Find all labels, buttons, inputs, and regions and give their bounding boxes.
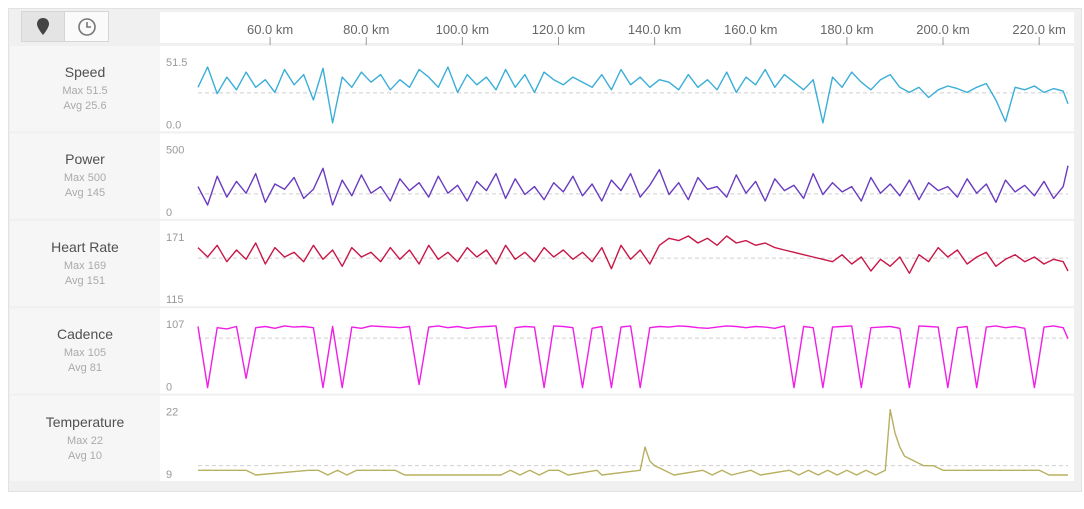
x-tick-label: 200.0 km — [916, 22, 969, 37]
clock-icon — [77, 17, 96, 36]
y-min-label: 9 — [166, 469, 172, 481]
y-min-label: 0 — [166, 382, 172, 394]
metric-avg: Avg 145 — [64, 187, 106, 200]
panel-label-bg — [10, 46, 160, 132]
metric-max: Max 22 — [66, 434, 104, 447]
panel-plot-bg — [160, 133, 1074, 219]
y-max-label: 500 — [166, 144, 184, 156]
metric-avg: Avg 151 — [64, 274, 106, 287]
y-max-label: 107 — [166, 319, 184, 331]
metric-max: Max 169 — [63, 259, 107, 272]
panel-label-cadence: Cadence Max 105 Avg 81 — [10, 326, 160, 374]
metric-name: Power — [65, 151, 105, 168]
panel-label-temperature: Temperature Max 22 Avg 10 — [10, 414, 160, 462]
x-axis-strip — [160, 12, 1074, 43]
metric-avg: Avg 81 — [67, 362, 103, 375]
panel-label-bg — [10, 220, 160, 307]
y-min-label: 0.0 — [166, 119, 181, 131]
y-min-label: 115 — [166, 294, 184, 306]
metric-name: Cadence — [56, 326, 114, 343]
panel-label-speed: Speed Max 51.5 Avg 25.6 — [10, 64, 160, 112]
metric-max: Max 51.5 — [62, 85, 108, 97]
x-tick-label: 160.0 km — [724, 22, 777, 37]
panel-label-power: Power Max 500 Avg 145 — [10, 151, 160, 199]
x-tick-label: 120.0 km — [532, 22, 585, 37]
map-pin-icon — [37, 17, 49, 35]
panel-plot-bg — [160, 220, 1074, 307]
panel-plot-bg — [160, 46, 1074, 132]
metric-max: Max 500 — [63, 172, 107, 185]
metric-name: Speed — [64, 64, 106, 80]
panel-label-bg — [10, 395, 160, 481]
series-line-cadence — [197, 325, 1069, 389]
y-max-label: 171 — [166, 232, 184, 244]
metric-avg: Avg 25.6 — [63, 100, 107, 112]
series-line-temperature — [198, 408, 1068, 476]
y-max-label: 22 — [166, 407, 178, 419]
x-tick-label: 100.0 km — [436, 22, 489, 37]
x-tick-label: 180.0 km — [820, 22, 873, 37]
metric-max: Max 105 — [63, 347, 107, 360]
x-tick-label: 140.0 km — [628, 22, 681, 37]
metric-name: Temperature — [45, 413, 125, 430]
panel-label-bg — [10, 308, 160, 394]
panel-label-bg — [10, 133, 160, 219]
x-tick-label: 220.0 km — [1012, 22, 1065, 37]
series-line-heart_rate — [197, 235, 1069, 274]
x-tick-label: 80.0 km — [343, 22, 389, 37]
series-line-speed — [197, 66, 1069, 124]
view-toggle — [21, 11, 111, 42]
x-tick-label: 60.0 km — [247, 22, 293, 37]
time-view-button[interactable] — [65, 11, 109, 42]
metric-avg: Avg 10 — [67, 449, 103, 462]
y-max-label: 51.5 — [166, 57, 187, 69]
panel-plot-bg — [160, 395, 1074, 481]
distance-view-button[interactable] — [21, 11, 65, 42]
series-line-power — [197, 165, 1069, 206]
panel-label-heart_rate: Heart Rate Max 169 Avg 151 — [10, 239, 160, 287]
metric-name: Heart Rate — [51, 238, 119, 255]
y-min-label: 0 — [166, 207, 172, 219]
